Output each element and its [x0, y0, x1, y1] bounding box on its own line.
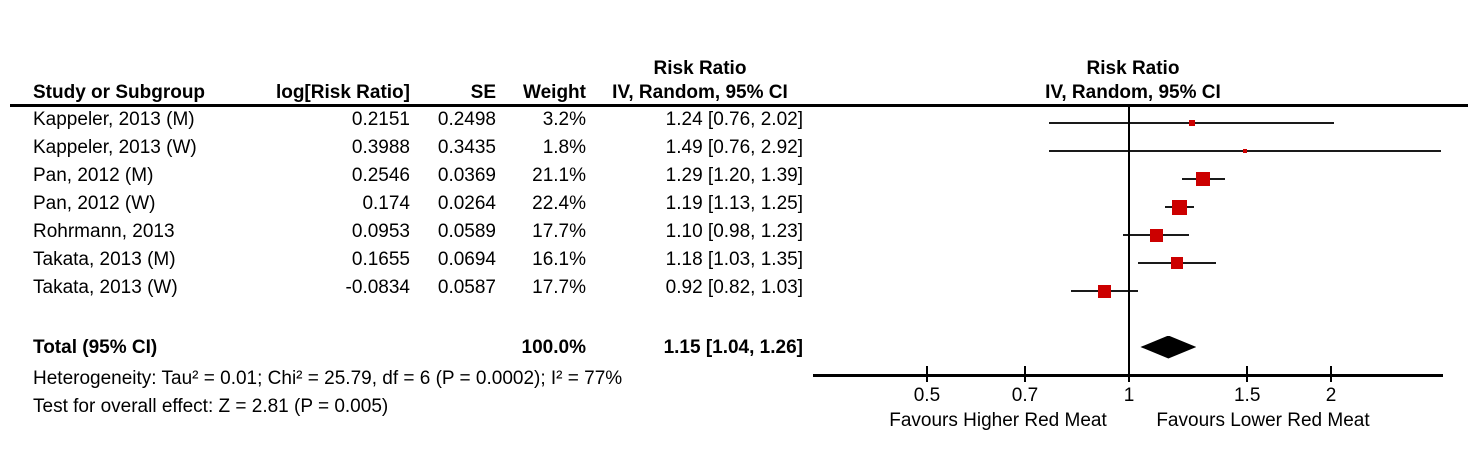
study-label: Takata, 2013 (M) — [33, 249, 176, 270]
weight-value: 17.7% — [532, 277, 586, 298]
col-header-riskratio-line2: IV, Random, 95% CI — [612, 82, 788, 103]
plot-header-riskratio-line1: Risk Ratio — [1086, 58, 1180, 79]
study-label: Kappeler, 2013 (M) — [33, 109, 195, 130]
se-value: 0.3435 — [437, 137, 496, 158]
rr-ci-value: 1.18 [1.03, 1.35] — [665, 249, 803, 270]
plot-header-riskratio-line2: IV, Random, 95% CI — [1045, 82, 1221, 103]
favours-right-label: Favours Lower Red Meat — [1156, 410, 1370, 431]
heterogeneity-text: Heterogeneity: Tau² = 0.01; Chi² = 25.79… — [33, 368, 623, 389]
summary-diamond — [1140, 335, 1197, 359]
overall-effect-text: Test for overall effect: Z = 2.81 (P = 0… — [33, 396, 389, 417]
logrr-value: 0.1655 — [351, 249, 410, 270]
study-label: Takata, 2013 (W) — [33, 277, 178, 298]
se-value: 0.0694 — [437, 249, 496, 270]
null-effect-line — [1128, 106, 1130, 375]
effect-square — [1243, 149, 1248, 153]
rr-ci-value: 0.92 [0.82, 1.03] — [665, 277, 803, 298]
weight-value: 1.8% — [542, 137, 586, 158]
study-label: Pan, 2012 (W) — [33, 193, 156, 214]
col-header-se: SE — [470, 82, 496, 103]
effect-square — [1172, 199, 1188, 215]
weight-value: 16.1% — [532, 249, 586, 270]
rr-ci-value: 1.29 [1.20, 1.39] — [665, 165, 803, 186]
effect-square — [1171, 257, 1184, 269]
axis-tick-label: 0.7 — [1011, 385, 1039, 406]
axis-tick-label: 2 — [1325, 385, 1337, 406]
axis-tick — [1330, 366, 1333, 382]
rr-ci-value: 1.49 [0.76, 2.92] — [665, 137, 803, 158]
rr-ci-value: 1.19 [1.13, 1.25] — [665, 193, 803, 214]
weight-value: 3.2% — [542, 109, 586, 130]
axis-tick-label: 0.5 — [913, 385, 941, 406]
effect-square — [1188, 120, 1195, 126]
weight-value: 17.7% — [532, 221, 586, 242]
weight-value: 22.4% — [532, 193, 586, 214]
se-value: 0.0264 — [437, 193, 496, 214]
logrr-value: 0.2151 — [351, 109, 410, 130]
logrr-value: -0.0834 — [345, 277, 410, 298]
axis-tick-label: 1.5 — [1233, 385, 1261, 406]
logrr-value: 0.174 — [362, 193, 410, 214]
weight-value: 21.1% — [532, 165, 586, 186]
axis-tick — [925, 366, 928, 382]
axis-tick — [1128, 366, 1130, 382]
rr-ci-value: 1.24 [0.76, 2.02] — [665, 109, 803, 130]
col-header-logrr: log[Risk Ratio] — [275, 82, 410, 103]
total-label: Total (95% CI) — [33, 337, 158, 358]
study-label: Pan, 2012 (M) — [33, 165, 154, 186]
logrr-value: 0.2546 — [351, 165, 410, 186]
total-weight: 100.0% — [521, 337, 586, 358]
effect-square — [1098, 284, 1112, 298]
se-value: 0.0587 — [437, 277, 496, 298]
effect-square — [1150, 228, 1164, 242]
header-rule — [10, 104, 1468, 107]
study-label: Rohrmann, 2013 — [33, 221, 175, 242]
logrr-value: 0.3988 — [351, 137, 410, 158]
total-rr-ci: 1.15 [1.04, 1.26] — [663, 337, 803, 358]
study-label: Kappeler, 2013 (W) — [33, 137, 197, 158]
se-value: 0.0369 — [437, 165, 496, 186]
col-header-weight: Weight — [523, 82, 586, 103]
col-header-riskratio-line1: Risk Ratio — [653, 58, 747, 79]
axis-tick — [1024, 366, 1027, 382]
col-header-study: Study or Subgroup — [33, 82, 206, 103]
logrr-value: 0.0953 — [351, 221, 410, 242]
rr-ci-value: 1.10 [0.98, 1.23] — [665, 221, 803, 242]
effect-square — [1196, 172, 1211, 186]
axis-tick-label: 1 — [1123, 385, 1135, 406]
se-value: 0.2498 — [437, 109, 496, 130]
axis-tick — [1246, 366, 1249, 382]
se-value: 0.0589 — [437, 221, 496, 242]
favours-left-label: Favours Higher Red Meat — [889, 410, 1107, 431]
